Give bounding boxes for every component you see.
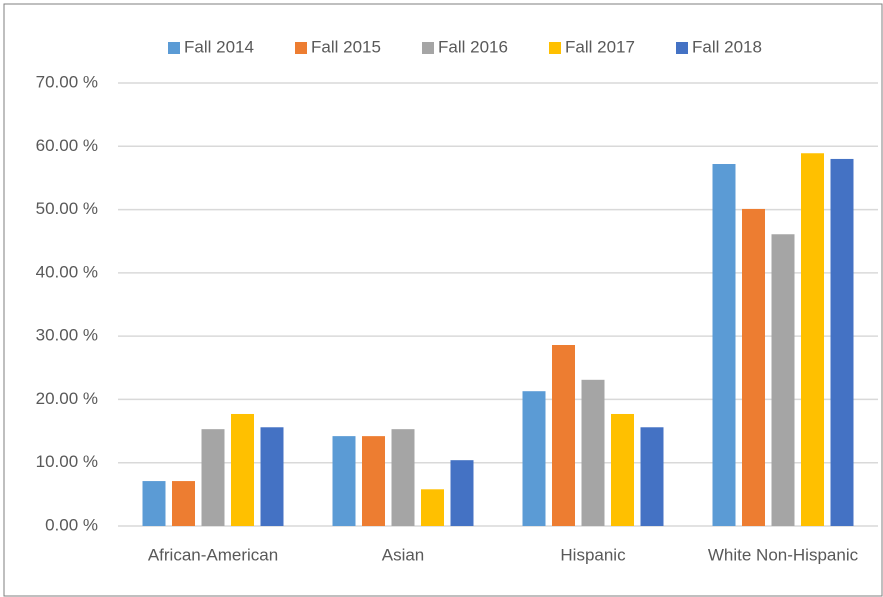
y-tick-label: 60.00 % xyxy=(36,136,98,155)
bar xyxy=(421,489,444,526)
y-tick-label: 20.00 % xyxy=(36,389,98,408)
bar xyxy=(640,427,664,526)
bar xyxy=(522,391,546,526)
y-tick-label: 10.00 % xyxy=(36,452,98,471)
y-tick-label: 30.00 % xyxy=(36,326,98,345)
bar xyxy=(771,234,795,526)
bar xyxy=(201,429,225,526)
legend-label: Fall 2017 xyxy=(565,37,635,56)
bar xyxy=(830,158,854,526)
bar xyxy=(391,429,415,526)
legend-label: Fall 2015 xyxy=(311,37,381,56)
legend-swatch xyxy=(422,42,434,54)
bar xyxy=(801,153,824,527)
bar xyxy=(712,164,736,526)
bar xyxy=(231,413,254,526)
bar xyxy=(450,460,474,526)
legend-label: Fall 2018 xyxy=(692,37,762,56)
y-tick-label: 70.00 % xyxy=(36,72,98,91)
legend-swatch xyxy=(549,42,561,54)
bar xyxy=(742,208,765,526)
bar xyxy=(260,427,284,526)
legend-swatch xyxy=(676,42,688,54)
x-tick-label: White Non-Hispanic xyxy=(708,545,859,564)
legend-label: Fall 2014 xyxy=(184,37,254,56)
bar xyxy=(362,436,385,526)
bar xyxy=(332,436,356,526)
legend-swatch xyxy=(168,42,180,54)
bar xyxy=(611,413,634,526)
bar xyxy=(552,345,575,526)
legend-swatch xyxy=(295,42,307,54)
legend-label: Fall 2016 xyxy=(438,37,508,56)
y-tick-label: 40.00 % xyxy=(36,262,98,281)
bar xyxy=(142,481,166,526)
bar xyxy=(581,379,605,526)
x-tick-label: Hispanic xyxy=(560,545,626,564)
y-tick-label: 50.00 % xyxy=(36,199,98,218)
y-tick-label: 0.00 % xyxy=(45,515,98,534)
bar xyxy=(172,481,195,526)
x-tick-label: African-American xyxy=(148,545,278,564)
x-tick-label: Asian xyxy=(382,545,425,564)
